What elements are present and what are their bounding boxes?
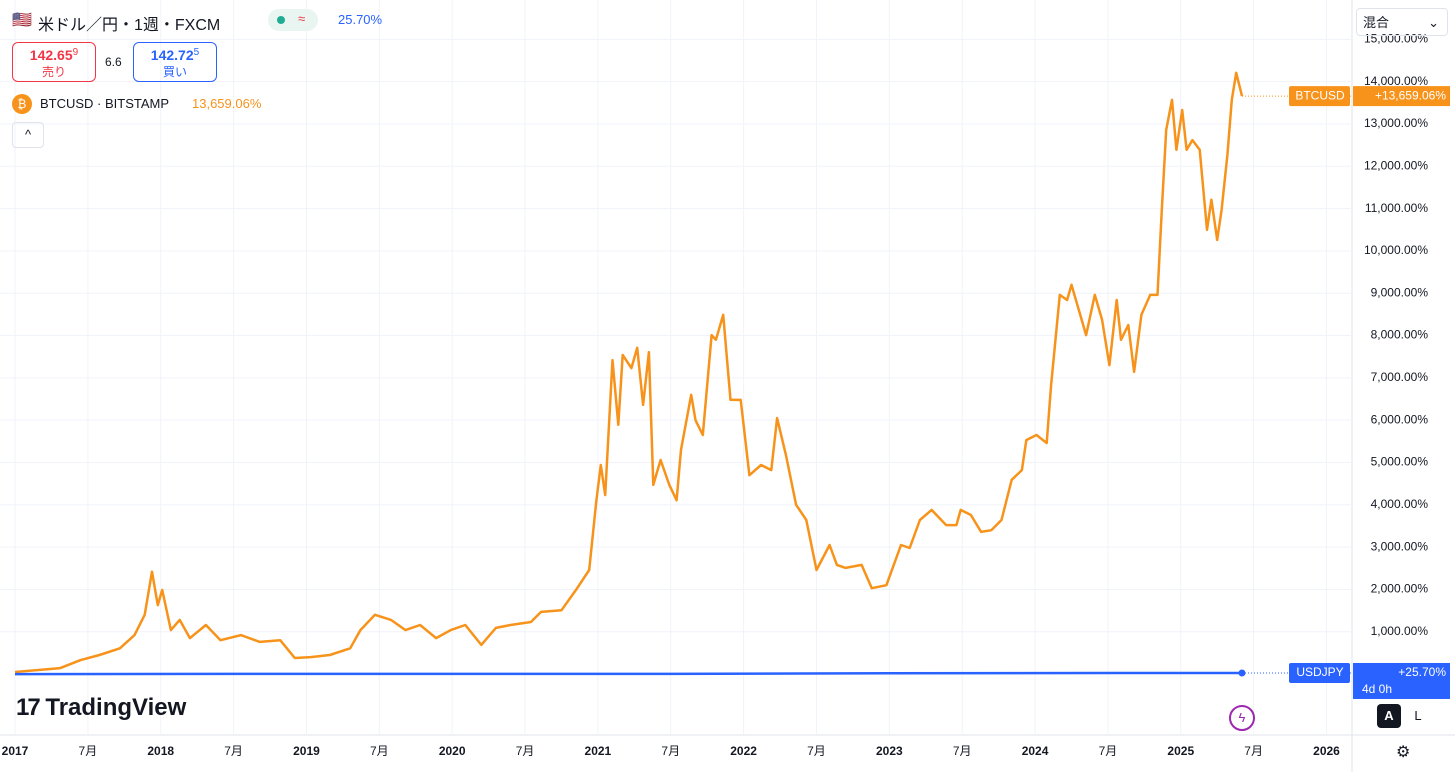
logo-text: TradingView (45, 694, 187, 721)
x-tick-label: 2024 (1022, 744, 1049, 758)
line (14, 671, 1242, 676)
x-tick-label: 7月 (807, 744, 826, 758)
y-tick-label: 1,000.00% (1371, 624, 1429, 638)
scale-mode-label: 混合 (1363, 15, 1390, 30)
y-tick-label: 5,000.00% (1371, 455, 1429, 469)
x-tick-label: 7月 (1099, 744, 1118, 758)
x-tick-label: 7月 (953, 744, 972, 758)
y-tick-label: 8,000.00% (1371, 328, 1429, 342)
compare-value: 13,659.06% (192, 96, 262, 111)
y-tick-label: 10,000.00% (1364, 243, 1428, 257)
x-tick-label: 7月 (370, 744, 389, 758)
price-tag-label: +25.70% (1398, 665, 1446, 679)
price-tag (1353, 662, 1450, 699)
buy-label: 買い (162, 65, 187, 79)
x-tick-label: 7月 (516, 744, 535, 758)
y-tick-label: 4,000.00% (1371, 497, 1429, 511)
name-tag (1289, 662, 1350, 683)
sell-label: 売り (41, 65, 66, 79)
line (14, 71, 1244, 674)
name-tag-label: BTCUSD (1295, 88, 1345, 102)
scale-mode[interactable]: 混合 ⌄ (1356, 8, 1448, 36)
x-tick-label: 2019 (293, 744, 320, 758)
status[interactable]: ≈ (268, 9, 318, 31)
sell-price: 142.65 (29, 47, 73, 63)
last-point (1238, 669, 1246, 677)
name-tag (1289, 86, 1350, 107)
change: 25.70% (338, 12, 383, 27)
log-button[interactable]: L (1414, 708, 1422, 723)
x-tick-label: 2025 (1167, 744, 1194, 758)
x-tick-label: 7月 (79, 744, 98, 758)
symbol: 米ドル／円・1週・FXCM (38, 17, 221, 34)
x-tick-label: 2017 (2, 744, 29, 758)
x-tick-label: 2020 (439, 744, 466, 758)
sell-button[interactable]: 142.659 売り (12, 42, 96, 82)
spread: 6.6 (105, 55, 122, 69)
flash-icon[interactable]: ϟ (1229, 705, 1255, 731)
flag: 🇺🇸 (12, 12, 32, 29)
y-tick-label: 11,000.00% (1365, 201, 1428, 215)
x-tick-label: 2018 (147, 744, 174, 758)
x-tick-label: 2021 (585, 744, 612, 758)
logo: 17 TradingView (16, 694, 187, 721)
x-tick-label: 7月 (661, 744, 680, 758)
name-tag-label: USDJPY (1296, 665, 1343, 679)
y-tick-label: 13,000.00% (1364, 116, 1428, 130)
buy-pip: 5 (193, 47, 200, 58)
y-tick-label: 12,000.00% (1364, 158, 1428, 172)
compare-symbol[interactable]: BTCUSD · BITSTAMP (40, 96, 170, 111)
y-tick-label: 2,000.00% (1371, 582, 1429, 596)
y-tick-label: 3,000.00% (1371, 539, 1429, 553)
x-tick-label: 7月 (224, 744, 243, 758)
sell-pip: 9 (72, 47, 79, 58)
y-tick-label: 9,000.00% (1371, 285, 1429, 299)
collapse-button[interactable]: ^ (12, 122, 44, 148)
x-tick-label: 2026 (1313, 744, 1340, 758)
buy-price: 142.72 (150, 47, 194, 63)
x-tick-label: 2023 (876, 744, 903, 758)
y-tick-label: 14,000.00% (1364, 74, 1428, 88)
x-tick-label: 2022 (730, 744, 757, 758)
auto-button[interactable]: A (1377, 704, 1401, 728)
settings-icon[interactable]: ⚙ (1396, 744, 1411, 761)
buy-button[interactable]: 142.725 買い (133, 42, 217, 82)
y-tick-label: 6,000.00% (1371, 412, 1429, 426)
btc-icon: ₿ (12, 94, 32, 114)
countdown: 4d 0h (1362, 682, 1392, 696)
price-tag (1353, 86, 1450, 107)
x-tick-label: 7月 (1244, 744, 1263, 758)
price-tag-label: +13,659.06% (1375, 88, 1446, 102)
y-tick-label: 7,000.00% (1371, 370, 1429, 384)
